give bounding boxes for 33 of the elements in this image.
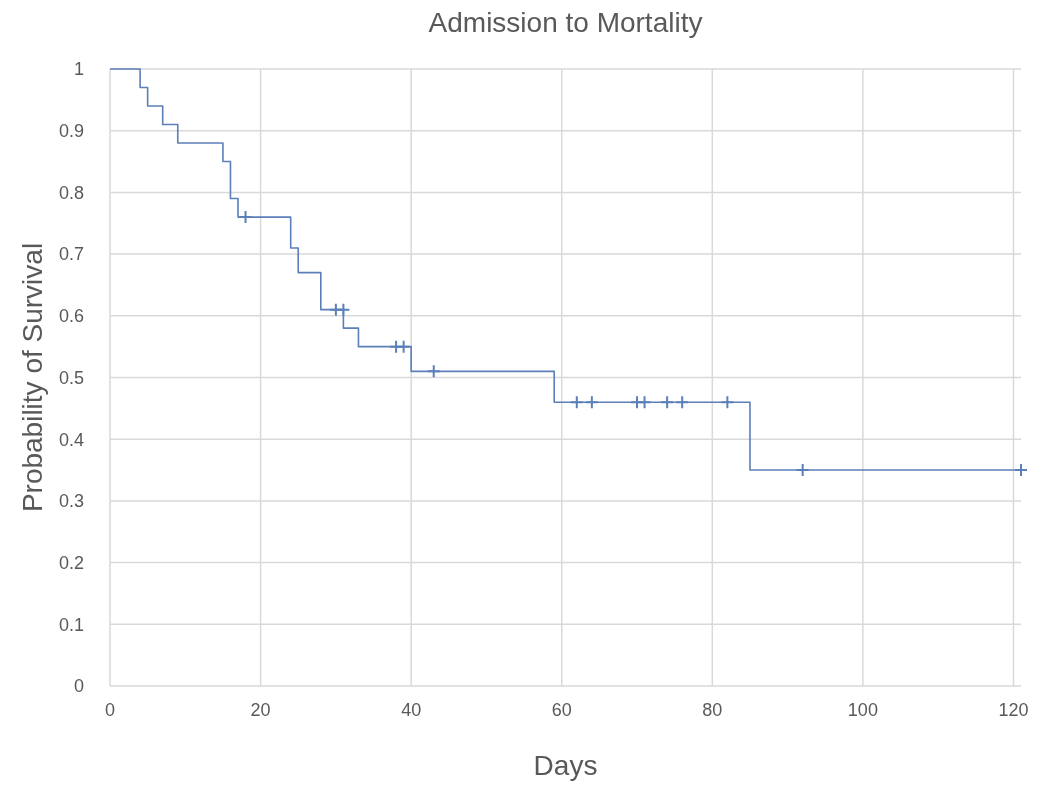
x-tick-label: 100 — [847, 700, 878, 720]
y-tick-label: 0.9 — [58, 121, 84, 141]
x-tick-label: 20 — [250, 700, 271, 720]
x-tick-label: 80 — [702, 700, 723, 720]
y-tick-label: 0.5 — [58, 367, 84, 388]
x-tick-label: 0 — [104, 700, 116, 720]
y-tick-label: 0.3 — [58, 491, 84, 512]
point — [796, 464, 809, 477]
x-tick-label: 60 — [551, 700, 572, 720]
y-tick-label: 0.6 — [58, 306, 84, 327]
point — [239, 211, 252, 224]
y-tick-label: 0.8 — [58, 182, 84, 203]
y-tick-label: 0.4 — [58, 429, 84, 450]
chart-title: Admission to Mortality — [428, 7, 703, 38]
point — [337, 303, 350, 316]
y-tick-label: 0 — [73, 676, 84, 697]
x-tick-label: 40 — [401, 700, 422, 720]
point — [570, 396, 583, 409]
point — [427, 365, 440, 378]
point — [585, 396, 598, 409]
point — [661, 396, 674, 409]
y-tick-label: 0.7 — [58, 244, 84, 265]
point — [638, 396, 651, 409]
x-axis-title: Days — [533, 750, 598, 781]
y-tick-label: 0.1 — [58, 614, 84, 635]
y-tick-label: 1 — [73, 59, 84, 80]
point — [1015, 464, 1027, 477]
point — [397, 340, 410, 353]
point — [721, 396, 734, 409]
point — [676, 396, 689, 409]
x-tick-label: 120 — [998, 700, 1029, 720]
y-tick-label: 0.2 — [58, 552, 84, 573]
y-axis-title: Probability of Survival — [17, 242, 48, 513]
